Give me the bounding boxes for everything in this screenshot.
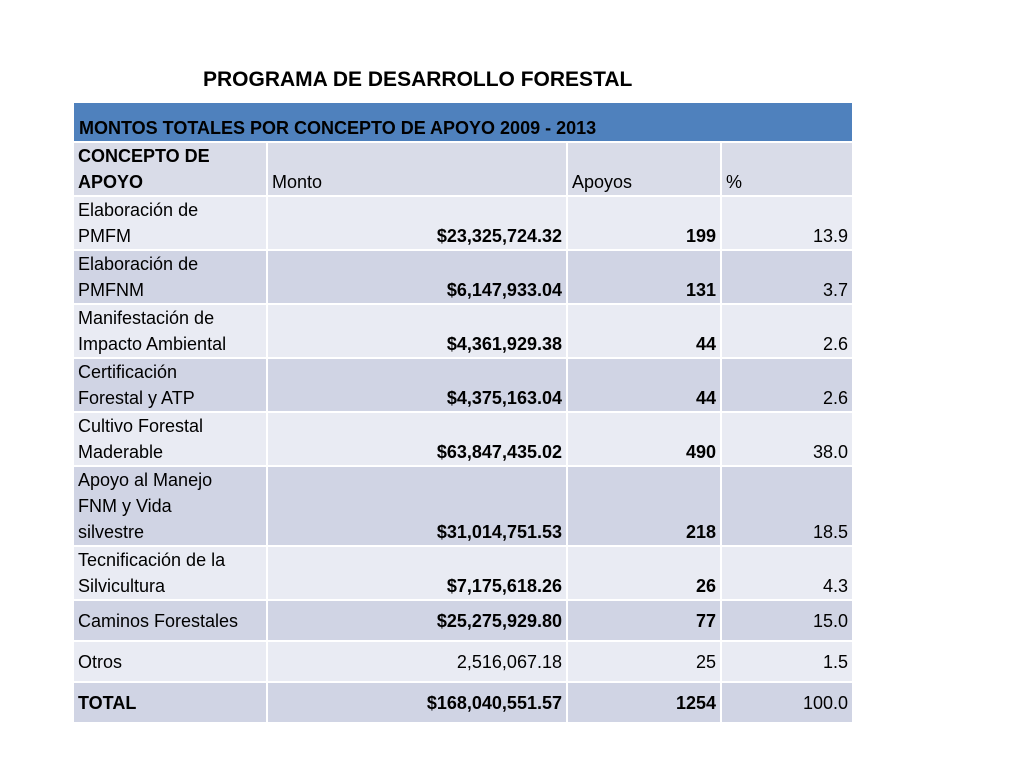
table-row: Otros 2,516,067.18 25 1.5 (74, 642, 853, 681)
row-concept: Otros (74, 642, 266, 681)
row-amount: $4,375,163.04 (268, 359, 566, 411)
row-concept-line: Apoyo al Manejo (78, 470, 213, 490)
row-concept-line: Manifestación de (78, 308, 215, 328)
table-row: Apoyo al Manejo FNM y Vida silvestre $31,0… (74, 467, 853, 545)
table-row: Cultivo Forestal Maderable $63,847,435.02… (74, 413, 853, 465)
header-concept: CONCEPTO DE APOYO (74, 143, 266, 195)
row-concept-line: Tecnificación de la (78, 550, 226, 570)
table-banner: MONTOS TOTALES POR CONCEPTO DE APOYO 200… (74, 103, 853, 141)
row-concept: Tecnificación de la Silvicultura (74, 547, 266, 599)
row-amount: $23,325,724.32 (268, 197, 566, 249)
row-concept-line: PMFM (78, 226, 131, 246)
table-row: Elaboración de PMFNM $6,147,933.04 131 3.… (74, 251, 853, 303)
total-percent: 100.0 (722, 683, 853, 722)
amounts-table: MONTOS TOTALES POR CONCEPTO DE APOYO 200… (72, 101, 855, 724)
row-supports: 26 (568, 547, 720, 599)
row-supports: 490 (568, 413, 720, 465)
table-row: Manifestación de Impacto Ambiental $4,361… (74, 305, 853, 357)
row-concept-line: Elaboración de (78, 200, 199, 220)
header-amount: Monto (268, 143, 566, 195)
table-banner-row: MONTOS TOTALES POR CONCEPTO DE APOYO 200… (74, 103, 853, 141)
row-concept: Cultivo Forestal Maderable (74, 413, 266, 465)
table-row: Elaboración de PMFM $23,325,724.32 199 13… (74, 197, 853, 249)
header-supports: Apoyos (568, 143, 720, 195)
row-amount: $63,847,435.02 (268, 413, 566, 465)
row-amount: $7,175,618.26 (268, 547, 566, 599)
row-percent: 15.0 (722, 601, 853, 640)
row-supports: 131 (568, 251, 720, 303)
row-concept-line: Elaboración de (78, 254, 199, 274)
row-concept: Caminos Forestales (74, 601, 266, 640)
row-supports: 25 (568, 642, 720, 681)
row-percent: 18.5 (722, 467, 853, 545)
total-amount: $168,040,551.57 (268, 683, 566, 722)
row-concept-line: Cultivo Forestal (78, 416, 204, 436)
row-concept: Apoyo al Manejo FNM y Vida silvestre (74, 467, 266, 545)
row-amount: $4,361,929.38 (268, 305, 566, 357)
header-concept-line2: APOYO (78, 172, 144, 192)
row-supports: 218 (568, 467, 720, 545)
row-percent: 2.6 (722, 359, 853, 411)
row-supports: 44 (568, 359, 720, 411)
table-row: Tecnificación de la Silvicultura $7,175,6… (74, 547, 853, 599)
row-amount: $31,014,751.53 (268, 467, 566, 545)
row-concept: Elaboración de PMFM (74, 197, 266, 249)
page-title: PROGRAMA DE DESARROLLO FORESTAL (203, 68, 633, 91)
table-total-row: TOTAL $168,040,551.57 1254 100.0 (74, 683, 853, 722)
row-percent: 2.6 (722, 305, 853, 357)
row-concept: Certificación Forestal y ATP (74, 359, 266, 411)
row-concept-line: PMFNM (78, 280, 144, 300)
row-percent: 38.0 (722, 413, 853, 465)
row-concept: Manifestación de Impacto Ambiental (74, 305, 266, 357)
row-concept: Elaboración de PMFNM (74, 251, 266, 303)
row-concept-line: FNM y Vida (78, 496, 172, 516)
row-supports: 199 (568, 197, 720, 249)
row-amount: 2,516,067.18 (268, 642, 566, 681)
table-row: Certificación Forestal y ATP $4,375,163.0… (74, 359, 853, 411)
row-concept-line: Impacto Ambiental (78, 334, 227, 354)
table-row: Caminos Forestales $25,275,929.80 77 15.… (74, 601, 853, 640)
row-concept-line: Forestal y ATP (78, 388, 195, 408)
row-supports: 44 (568, 305, 720, 357)
header-percent: % (722, 143, 853, 195)
row-concept-line: Silvicultura (78, 576, 166, 596)
total-supports: 1254 (568, 683, 720, 722)
row-amount: $6,147,933.04 (268, 251, 566, 303)
table-header-row: CONCEPTO DE APOYO Monto Apoyos % (74, 143, 853, 195)
row-percent: 1.5 (722, 642, 853, 681)
row-supports: 77 (568, 601, 720, 640)
row-concept-line: Maderable (78, 442, 164, 462)
row-percent: 3.7 (722, 251, 853, 303)
total-label: TOTAL (74, 683, 266, 722)
row-amount: $25,275,929.80 (268, 601, 566, 640)
row-percent: 13.9 (722, 197, 853, 249)
row-concept-line: silvestre (78, 522, 145, 542)
row-percent: 4.3 (722, 547, 853, 599)
header-concept-line1: CONCEPTO DE (78, 146, 210, 166)
row-concept-line: Certificación (78, 362, 178, 382)
